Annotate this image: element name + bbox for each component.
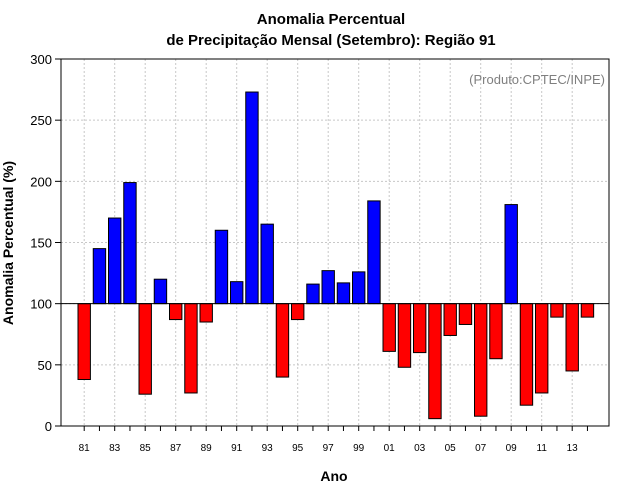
x-tick-label: 91 <box>231 443 243 454</box>
y-tick-label: 100 <box>30 297 52 312</box>
chart-title: Anomalia Percentual <box>257 11 405 28</box>
y-tick-label: 0 <box>45 419 52 434</box>
x-tick-label: 83 <box>109 443 121 454</box>
bar-04 <box>428 303 442 420</box>
x-tick-label: 99 <box>353 443 365 454</box>
bar-14 <box>580 303 595 318</box>
x-tick-label: 97 <box>323 443 335 454</box>
bar-00 <box>367 200 381 305</box>
x-tick-label: 93 <box>262 443 274 454</box>
bar-11 <box>535 303 549 394</box>
plot-frame <box>60 58 610 427</box>
chart-subtitle: de Precipitação Mensal (Setembro): Regiã… <box>166 32 495 49</box>
bar-84 <box>123 182 137 305</box>
bar-02 <box>397 303 412 368</box>
bar-06 <box>458 303 473 325</box>
x-tick-label: 81 <box>79 443 91 454</box>
bar-98 <box>336 282 351 305</box>
bar-82 <box>92 248 107 305</box>
x-tick-label: 09 <box>506 443 518 454</box>
bar-94 <box>275 303 290 378</box>
bar-03 <box>413 303 427 354</box>
bar-88 <box>184 303 198 394</box>
x-tick-label: 07 <box>475 443 487 454</box>
bars <box>77 91 595 420</box>
bar-81 <box>77 303 91 381</box>
bar-89 <box>199 303 213 323</box>
y-tick-label: 250 <box>30 113 52 128</box>
bar-85 <box>138 303 152 395</box>
x-tick-label: 05 <box>445 443 457 454</box>
credit-label: (Produto:CPTEC/INPE) <box>469 72 605 87</box>
x-tick-label: 87 <box>170 443 182 454</box>
bar-10 <box>519 303 534 406</box>
y-tick-label: 300 <box>30 52 52 67</box>
x-tick-label: 85 <box>140 443 152 454</box>
bar-96 <box>306 283 320 305</box>
bar-87 <box>169 303 183 321</box>
x-tick-label: 89 <box>201 443 213 454</box>
bar-95 <box>291 303 305 321</box>
bar-12 <box>550 303 564 318</box>
y-tick-label: 50 <box>38 358 52 373</box>
y-tick-label: 150 <box>30 236 52 251</box>
bar-99 <box>352 271 366 305</box>
bar-09 <box>504 204 518 305</box>
bar-91 <box>230 281 244 305</box>
bar-05 <box>443 303 457 336</box>
bar-93 <box>260 223 274 305</box>
bar-92 <box>245 91 259 305</box>
x-tick-label: 95 <box>292 443 304 454</box>
x-tick-label: 13 <box>567 443 579 454</box>
bar-13 <box>565 303 579 372</box>
bar-86 <box>153 278 168 305</box>
bar-01 <box>382 303 396 352</box>
x-tick-label: 01 <box>384 443 396 454</box>
bar-83 <box>108 217 122 305</box>
bar-90 <box>214 229 229 305</box>
bar-07 <box>474 303 488 417</box>
x-tick-label: 11 <box>537 443 548 454</box>
bar-08 <box>489 303 503 360</box>
y-axis-title: Anomalia Percentual (%) <box>0 161 16 325</box>
bar-97 <box>321 270 335 305</box>
x-axis-title: Ano <box>320 468 347 484</box>
x-tick-label: 03 <box>414 443 426 454</box>
y-tick-label: 200 <box>30 174 52 189</box>
